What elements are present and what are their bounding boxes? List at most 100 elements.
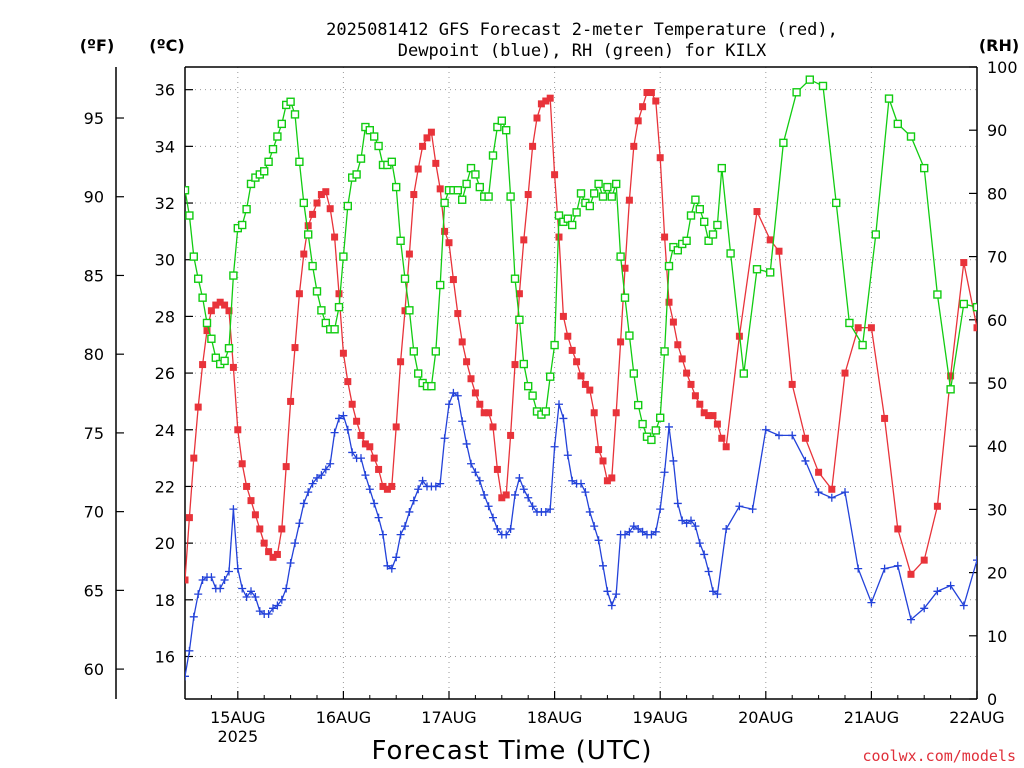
dewpoint-point	[959, 601, 968, 610]
dewpoint-point	[216, 584, 225, 593]
dewpoint-point	[387, 564, 396, 573]
rh-point	[515, 315, 524, 324]
rh-point	[290, 110, 300, 119]
dewpoint-point	[634, 524, 643, 533]
temperature-point	[304, 222, 312, 230]
rh-point	[453, 186, 462, 195]
dewpoint-point	[440, 434, 449, 443]
celsius-tick-label: 32	[155, 194, 175, 213]
dewpoint-point	[445, 400, 453, 409]
rh-tick-label: 80	[987, 184, 1007, 203]
temperature-point	[577, 372, 585, 380]
temperature-point	[427, 128, 435, 136]
temperature-point	[445, 239, 453, 247]
dewpoint-point	[321, 465, 330, 474]
temperature-point	[229, 363, 237, 371]
rh-point	[792, 88, 801, 97]
temperature-point	[775, 247, 783, 255]
dewpoint-point	[629, 522, 638, 531]
dewpoint-point	[594, 536, 603, 545]
rh-point	[739, 369, 748, 378]
rh-point	[717, 163, 726, 173]
dewpoint-point	[357, 454, 365, 463]
temperature-point	[260, 539, 268, 547]
dewpoint-point	[286, 558, 295, 567]
temperature-point	[947, 372, 955, 380]
dewpoint-point	[361, 471, 370, 480]
temperature-point	[361, 440, 369, 448]
rh-point	[299, 198, 308, 208]
temperature-point	[568, 346, 576, 354]
rh-point	[198, 293, 207, 302]
temperature-point	[559, 312, 567, 320]
temperature-point	[973, 324, 977, 332]
temperature-point	[185, 576, 189, 584]
rh-point	[695, 204, 704, 214]
temperature-point	[397, 358, 405, 366]
temperature-point	[203, 327, 211, 335]
dewpoint-point	[229, 505, 238, 514]
rh-point	[352, 170, 361, 179]
rh-point	[277, 119, 286, 129]
fahrenheit-tick-label: 75	[84, 424, 104, 443]
rh-point	[436, 280, 445, 290]
dewpoint-point	[458, 417, 467, 426]
rh-point	[400, 274, 410, 283]
dewpoint-point	[392, 553, 401, 562]
rh-point	[818, 81, 828, 91]
dewpoint-point	[295, 519, 304, 528]
temperature-point	[247, 497, 255, 505]
dewpoint-point	[220, 575, 229, 584]
rh-point	[339, 252, 348, 261]
temperature-point	[533, 114, 541, 122]
x-axis-label: Forecast Time (UTC)	[371, 736, 652, 766]
temperature-point	[520, 236, 528, 244]
temperature-point	[335, 290, 343, 298]
temperature-point	[322, 188, 330, 196]
rh-point	[524, 381, 533, 391]
rh-point	[462, 179, 471, 189]
dewpoint-point	[493, 524, 502, 533]
dewpoint-point	[854, 564, 863, 573]
dewpoint-point	[506, 524, 515, 533]
dewpoint-point	[370, 499, 379, 508]
dewpoint-point	[647, 530, 656, 539]
rh-point	[365, 125, 374, 135]
temperature-point	[674, 341, 682, 349]
dewpoint-point	[396, 530, 405, 539]
temperature-point	[221, 301, 229, 309]
temperature-point	[661, 233, 669, 241]
dewpoint-point	[691, 522, 700, 531]
rh-point	[634, 400, 643, 410]
rh-point	[550, 340, 559, 350]
temperature-point	[348, 400, 356, 408]
dewpoint-point	[475, 476, 484, 485]
dewpoint-point	[207, 573, 216, 582]
temperature-point	[573, 358, 581, 366]
temperature-point	[696, 400, 704, 408]
temperature-point	[718, 434, 726, 442]
temperature-point	[687, 380, 695, 388]
rh-point	[585, 201, 594, 211]
dewpoint-point	[880, 564, 889, 573]
source-credit: coolwx.com/models	[862, 747, 1016, 765]
dewpoint-point	[577, 479, 585, 488]
temperature-point	[713, 420, 721, 428]
temperature-point	[313, 199, 321, 207]
rh-point	[700, 217, 709, 227]
temperature-point	[273, 550, 281, 558]
dewpoint-point	[255, 607, 264, 616]
rh-point	[207, 334, 216, 343]
rh-point	[805, 75, 814, 84]
rh-point	[211, 353, 221, 362]
rh-point	[691, 195, 700, 204]
temperature-point	[485, 409, 493, 417]
temperature-point	[278, 525, 286, 533]
rh-point	[612, 179, 621, 189]
rh-point	[246, 179, 256, 189]
rh-point	[273, 132, 282, 141]
temperature-point	[581, 380, 589, 388]
temperature-point	[841, 369, 849, 377]
rh-point	[568, 220, 577, 230]
temperature-point	[194, 403, 202, 411]
